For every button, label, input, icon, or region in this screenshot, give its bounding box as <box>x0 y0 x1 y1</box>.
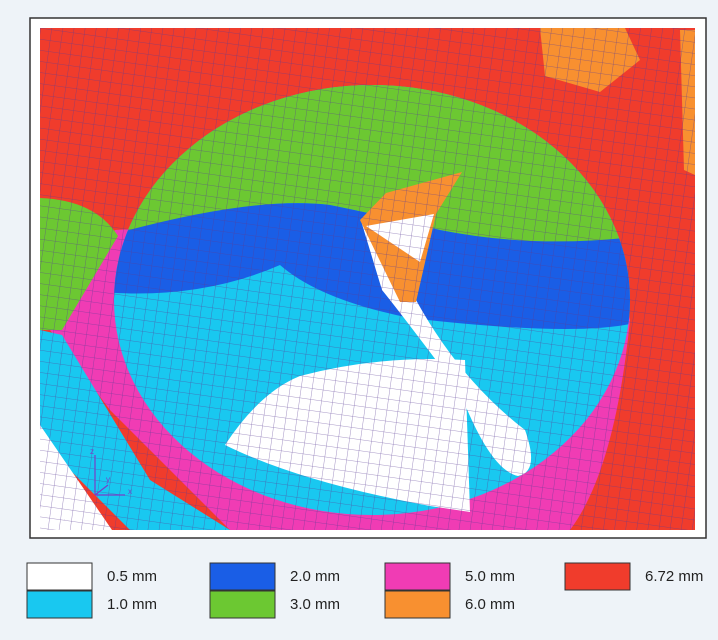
legend-swatch <box>210 563 275 590</box>
legend-swatch <box>385 563 450 590</box>
legend-label: 6.72 mm <box>645 568 703 585</box>
legend-label: 3.0 mm <box>290 596 340 613</box>
legend-label: 0.5 mm <box>107 568 157 585</box>
legend-swatch <box>210 591 275 618</box>
page: z y x 0.5 mm 1.0 mm 2.0 mm 3.0 mm 5.0 mm 6.0 … <box>0 0 718 640</box>
axis-label: z <box>90 447 94 456</box>
legend-label: 6.0 mm <box>465 596 515 613</box>
legend-label: 1.0 mm <box>107 596 157 613</box>
legend-label: 2.0 mm <box>290 568 340 585</box>
legend-swatch <box>27 563 92 590</box>
legend-swatch <box>27 591 92 618</box>
legend-label: 5.0 mm <box>465 568 515 585</box>
figure: z y x 0.5 mm 1.0 mm 2.0 mm 3.0 mm 5.0 mm 6.0 … <box>0 0 718 640</box>
legend: 0.5 mm 1.0 mm 2.0 mm 3.0 mm 5.0 mm 6.0 mm 6.72… <box>27 563 703 618</box>
legend-swatch <box>565 563 630 590</box>
mesh-image: z y x <box>40 28 695 530</box>
axis-label: x <box>128 487 132 496</box>
axis-label: y <box>106 475 110 484</box>
mesh-lines <box>40 28 695 530</box>
legend-swatch <box>385 591 450 618</box>
